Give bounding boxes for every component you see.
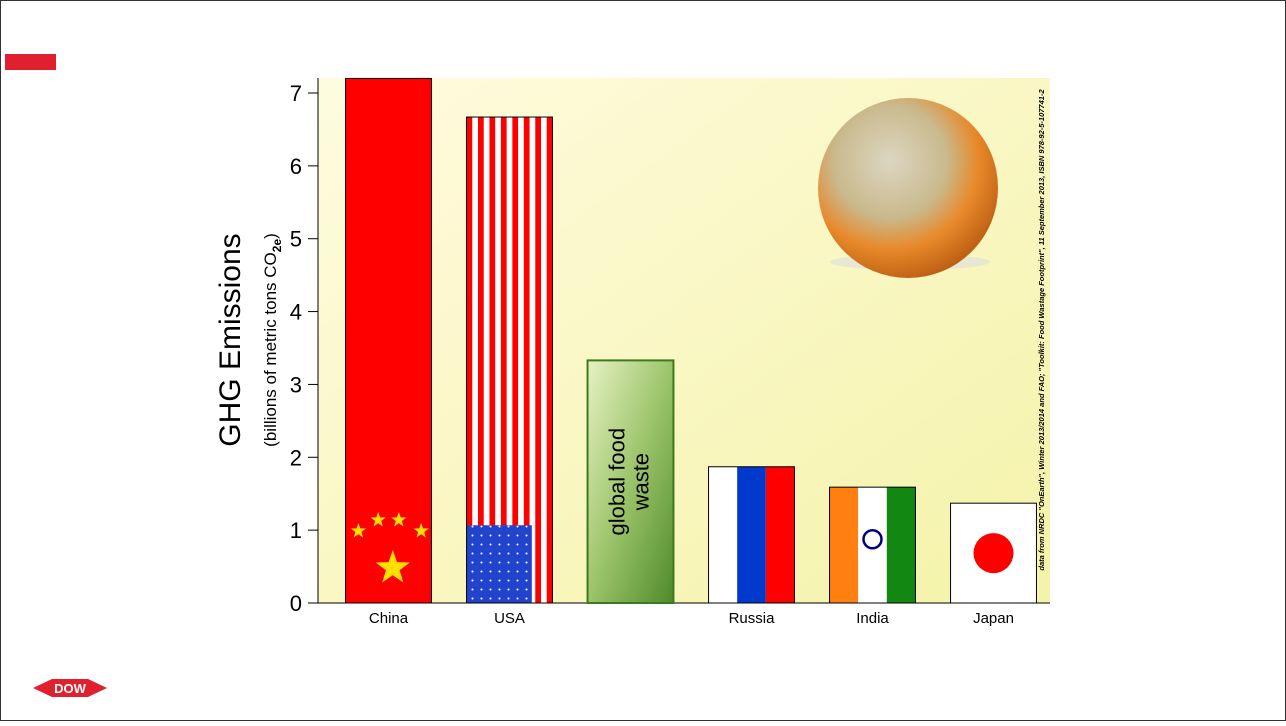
bar-group — [950, 502, 1037, 604]
bar-group: global foodwaste — [586, 359, 675, 604]
bar-group — [708, 466, 795, 604]
y-axis-unit: (billions of metric tons CO2e) — [261, 233, 284, 447]
flag-stripe — [535, 117, 542, 604]
flag-stripe — [500, 117, 507, 604]
y-tick-label: 4 — [290, 300, 302, 325]
flag-stripe — [489, 117, 496, 604]
flag-stripe — [477, 117, 484, 604]
logo-text: DOW — [54, 681, 87, 696]
y-tick-label: 7 — [290, 81, 302, 106]
bar — [345, 77, 432, 604]
flag-band — [708, 466, 738, 603]
bar — [466, 116, 553, 604]
bar-group — [345, 77, 432, 604]
bar — [829, 486, 916, 604]
y-tick-label: 1 — [290, 518, 302, 543]
x-tick-label: India — [856, 610, 889, 627]
x-tick-label: China — [369, 610, 409, 627]
flag-wheel — [862, 529, 883, 550]
bar-text-line: waste — [629, 453, 654, 511]
unit-text: ) — [261, 233, 280, 239]
bar-text-line: global food — [605, 428, 630, 536]
flag-star — [370, 512, 386, 527]
unit-sub: 2e — [270, 239, 284, 253]
flag-star — [413, 523, 429, 538]
flag-stripe — [466, 117, 473, 604]
flag-band — [886, 487, 916, 603]
bar-group — [466, 116, 553, 604]
unit-text: (billions of metric tons CO — [261, 252, 280, 447]
bar-group — [829, 486, 916, 604]
flag-star — [375, 550, 410, 583]
orange-image — [818, 98, 998, 278]
flag-stripe — [523, 117, 530, 604]
flag-stripe — [546, 117, 553, 604]
earth-field — [587, 360, 674, 603]
bar — [950, 502, 1037, 604]
y-tick-label: 0 — [290, 591, 302, 616]
x-tick-label: Russia — [729, 610, 776, 627]
y-tick-label: 5 — [290, 227, 302, 252]
y-tick-label: 3 — [290, 372, 302, 397]
flag-star — [350, 523, 367, 538]
flag-disc — [973, 533, 1014, 574]
logo: DOW — [33, 679, 107, 697]
source-note: data from NRDC "OnEarth", Winter 2013/20… — [1037, 89, 1046, 571]
bar — [586, 359, 675, 604]
bar — [708, 466, 795, 604]
bar-text: global foodwaste — [605, 428, 654, 536]
flag-canton — [466, 525, 532, 603]
flag-band — [829, 487, 859, 603]
y-axis-title: GHG Emissions — [214, 233, 247, 446]
flag-stripe — [512, 117, 519, 604]
flag-band — [737, 466, 766, 603]
flag-star — [391, 512, 407, 527]
flag-field — [345, 78, 432, 603]
y-tick-label: 2 — [290, 445, 302, 470]
flag-band — [765, 466, 795, 603]
y-tick-label: 6 — [290, 154, 302, 179]
x-tick-label: USA — [494, 610, 525, 627]
x-tick-label: Japan — [973, 610, 1014, 627]
accent-bar — [5, 54, 56, 70]
